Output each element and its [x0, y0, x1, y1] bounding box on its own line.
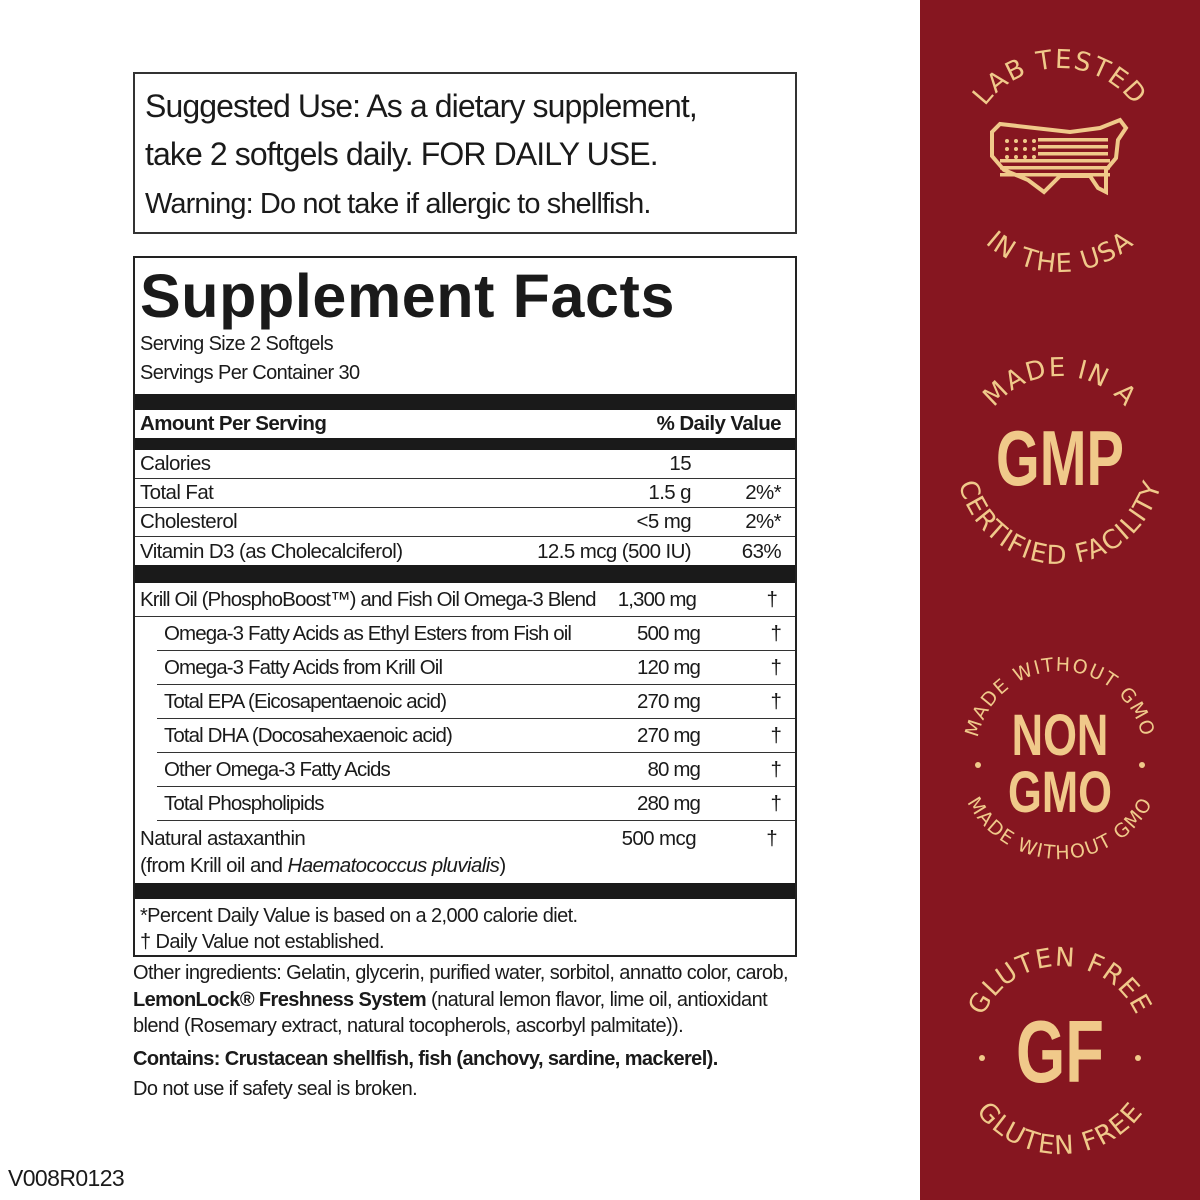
nutrient-row: Total Fat 1.5 g 2%* [135, 479, 795, 508]
badge-center-text: GMP [996, 415, 1124, 502]
blend-dv: † [770, 689, 781, 713]
nutrient-amount: <5 mg [636, 510, 691, 533]
servings-per-container: Servings Per Container 30 [140, 362, 360, 384]
blend-row: Omega-3 Fatty Acids from Krill Oil 120 mg… [157, 651, 795, 685]
nutrient-amount: 15 [669, 452, 691, 475]
blend-name: Total EPA (Eicosapentaenoic acid) [164, 689, 447, 713]
safety-seal-note: Do not use if safety seal is broken. [133, 1078, 418, 1100]
svg-text:IN THE USA: IN THE USA [980, 225, 1139, 279]
suggested-use-box: Suggested Use: As a dietary supplement, … [133, 72, 797, 234]
blend-name: Omega-3 Fatty Acids as Ethyl Esters from… [164, 621, 572, 645]
badge-bottom-text: GLUTEN FREE [971, 1096, 1148, 1161]
nutrient-name: Calories [140, 452, 211, 475]
svg-text:GLUTEN FREE: GLUTEN FREE [971, 1096, 1150, 1161]
blend-name: Total DHA (Docosahexaenoic acid) [164, 723, 453, 747]
blend-row: Total EPA (Eicosapentaenoic acid) 270 mg † [157, 685, 795, 719]
badge-top-text: LAB TESTED [967, 45, 1151, 111]
badge-center-text-2: GMO [1008, 760, 1112, 824]
nutrient-dv: 2%* [745, 481, 781, 504]
nutrient-dv: 63% [741, 539, 782, 563]
serving-size: Serving Size 2 Softgels [140, 333, 334, 355]
blend-list: Krill Oil (PhosphoBoost™) and Fish Oil O… [135, 583, 795, 821]
blend-amount: 1,300 mg [617, 587, 697, 611]
svg-text:LAB TESTED: LAB TESTED [967, 45, 1152, 111]
astaxanthin-source-end: ) [499, 854, 506, 877]
badge-panel: LAB TESTED IN THE USA MADE IN A CERTIFIE… [920, 0, 1200, 1200]
badge-top-text: MADE IN A [978, 353, 1142, 413]
nutrient-list: Calories 15 Total Fat 1.5 g 2%* Cholesterol <5… [135, 450, 795, 566]
suggested-use-line1: Suggested Use: As a dietary supplement, [145, 88, 698, 124]
astaxanthin-amount: 500 mcg [621, 827, 697, 850]
blend-row: Omega-3 Fatty Acids as Ethyl Esters from… [157, 617, 795, 651]
astaxanthin-species: Haematococcus pluvialis [287, 854, 500, 877]
other-ingredients: Other ingredients: Gelatin, glycerin, pu… [133, 960, 803, 1103]
usa-flag-map-icon [990, 117, 1129, 196]
facts-title: Supplement Facts [140, 262, 675, 330]
blend-amount: 270 mg [637, 689, 701, 713]
dv-header: % Daily Value [656, 412, 782, 435]
allergen-statement: Contains: Crustacean shellfish, fish (an… [133, 1047, 718, 1070]
badge-bottom-text: IN THE USA [980, 225, 1138, 279]
nutrient-amount: 1.5 g [648, 481, 691, 504]
blend-dv: † [770, 621, 781, 645]
blend-dv: † [770, 655, 781, 679]
nutrient-name: Total Fat [140, 481, 214, 504]
blend-name: Krill Oil (PhosphoBoost™) and Fish Oil O… [140, 587, 597, 611]
badge-center-text: GF [1016, 1004, 1104, 1102]
header-row: Amount Per Serving % Daily Value [135, 410, 795, 438]
divider [135, 394, 795, 410]
blend-amount: 120 mg [637, 655, 701, 679]
blend-row: Total Phospholipids 280 mg † [157, 787, 795, 821]
badge-center-text: NON [1012, 703, 1109, 767]
warning-text: Warning: Do not take if allergic to shel… [145, 188, 651, 220]
nutrient-row: Vitamin D3 (as Cholecalciferol) 12.5 mcg … [135, 537, 795, 566]
blend-row: Krill Oil (PhosphoBoost™) and Fish Oil O… [135, 583, 795, 617]
divider [135, 565, 795, 583]
blend-amount: 270 mg [637, 723, 701, 747]
astaxanthin-row: Natural astaxanthin (from Krill oil and … [135, 821, 795, 883]
lemonlock-brand: LemonLock® Freshness System [133, 988, 427, 1011]
blend-amount: 500 mg [637, 621, 701, 645]
badge-0: LAB TESTED IN THE USA [967, 45, 1152, 280]
divider [135, 883, 795, 899]
blend-dv: † [770, 757, 781, 781]
nutrient-row: Cholesterol <5 mg 2%* [135, 508, 795, 537]
blend-dv: † [770, 723, 781, 747]
nutrient-row: Calories 15 [135, 450, 795, 479]
supplement-facts-panel: Supplement Facts Serving Size 2 Softgels… [133, 256, 797, 957]
ingredients-text: Other ingredients: Gelatin, glycerin, pu… [133, 962, 789, 984]
footnote-dv: *Percent Daily Value is based on a 2,000… [140, 905, 578, 927]
astaxanthin-source: (from Krill oil and [140, 854, 288, 877]
nutrient-dv: 2%* [745, 510, 781, 533]
svg-text:MADE IN A: MADE IN A [978, 353, 1143, 413]
blend-row: Other Omega-3 Fatty Acids 80 mg † [157, 753, 795, 787]
nutrient-amount: 12.5 mcg (500 IU) [537, 539, 691, 563]
blend-amount: 80 mg [647, 757, 701, 781]
ingredients-text-end: (natural lemon flavor, lime oil, antioxi… [133, 988, 768, 1038]
blend-name: Total Phospholipids [164, 791, 324, 815]
blend-dv: † [770, 791, 781, 815]
footnote-dagger: † Daily Value not established. [140, 931, 385, 953]
lot-code: V008R0123 [8, 1165, 125, 1191]
nutrient-name: Cholesterol [140, 510, 238, 533]
blend-row: Total DHA (Docosahexaenoic acid) 270 mg † [157, 719, 795, 753]
nutrient-name: Vitamin D3 (as Cholecalciferol) [140, 539, 403, 563]
blend-name: Other Omega-3 Fatty Acids [164, 757, 391, 781]
astaxanthin-names: Natural astaxanthin (from Krill oil and … [140, 825, 601, 879]
blend-dv: † [766, 587, 777, 611]
astaxanthin-dv: † [766, 827, 777, 850]
divider [135, 438, 795, 450]
amount-header: Amount Per Serving [140, 412, 327, 435]
suggested-use-line2: take 2 softgels daily. FOR DAILY USE. [145, 136, 659, 172]
blend-name: Omega-3 Fatty Acids from Krill Oil [164, 655, 443, 679]
blend-amount: 280 mg [637, 791, 701, 815]
astaxanthin-name: Natural astaxanthin [140, 827, 306, 850]
